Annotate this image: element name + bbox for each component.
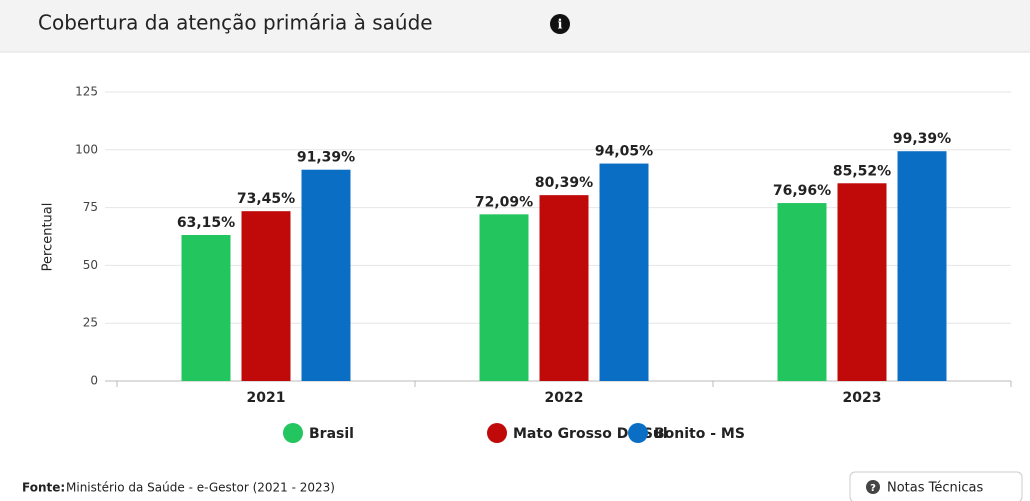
bar bbox=[539, 195, 589, 381]
source-text: Ministério da Saúde - e-Gestor (2021 - 2… bbox=[66, 481, 335, 495]
svg-text:?: ? bbox=[870, 483, 876, 494]
legend-swatch bbox=[487, 423, 507, 443]
y-tick-label: 0 bbox=[90, 374, 98, 388]
bar bbox=[777, 203, 827, 381]
chart-title: Cobertura da atenção primária à saúde bbox=[38, 11, 433, 35]
bar bbox=[897, 151, 947, 381]
legend-label: Brasil bbox=[309, 426, 354, 442]
notes-button[interactable]: ? Notas Técnicas bbox=[849, 471, 1023, 501]
data-label: 63,15% bbox=[177, 215, 235, 231]
y-tick-label: 100 bbox=[75, 142, 98, 156]
y-tick-label: 25 bbox=[83, 316, 98, 330]
info-icon[interactable]: i bbox=[550, 14, 570, 34]
y-tick-label: 75 bbox=[83, 200, 98, 214]
y-tick-label: 50 bbox=[83, 258, 98, 272]
bar bbox=[301, 169, 351, 381]
x-tick-label: 2023 bbox=[843, 390, 882, 406]
data-label: 80,39% bbox=[535, 175, 593, 191]
bar bbox=[181, 234, 231, 381]
bar bbox=[241, 211, 291, 381]
data-label: 85,52% bbox=[833, 163, 891, 179]
bar bbox=[837, 183, 887, 381]
legend-swatch bbox=[283, 423, 303, 443]
data-label: 73,45% bbox=[237, 191, 295, 207]
legend-swatch bbox=[628, 423, 648, 443]
data-label: 76,96% bbox=[773, 183, 831, 199]
data-label: 99,39% bbox=[893, 131, 951, 147]
data-label: 94,05% bbox=[595, 144, 653, 160]
svg-text:i: i bbox=[558, 18, 563, 33]
x-tick-label: 2022 bbox=[545, 390, 584, 406]
legend-label: Bonito - MS bbox=[654, 426, 745, 442]
y-tick-label: 125 bbox=[75, 85, 98, 99]
header-band bbox=[0, 0, 1030, 52]
notes-button-label: Notas Técnicas bbox=[887, 481, 983, 496]
x-tick-label: 2021 bbox=[247, 390, 286, 406]
y-axis-label: Percentual bbox=[41, 203, 56, 272]
data-label: 72,09% bbox=[475, 194, 533, 210]
bar bbox=[599, 163, 649, 381]
source-label: Fonte: bbox=[22, 481, 65, 495]
bar bbox=[479, 214, 529, 381]
data-label: 91,39% bbox=[297, 150, 355, 166]
